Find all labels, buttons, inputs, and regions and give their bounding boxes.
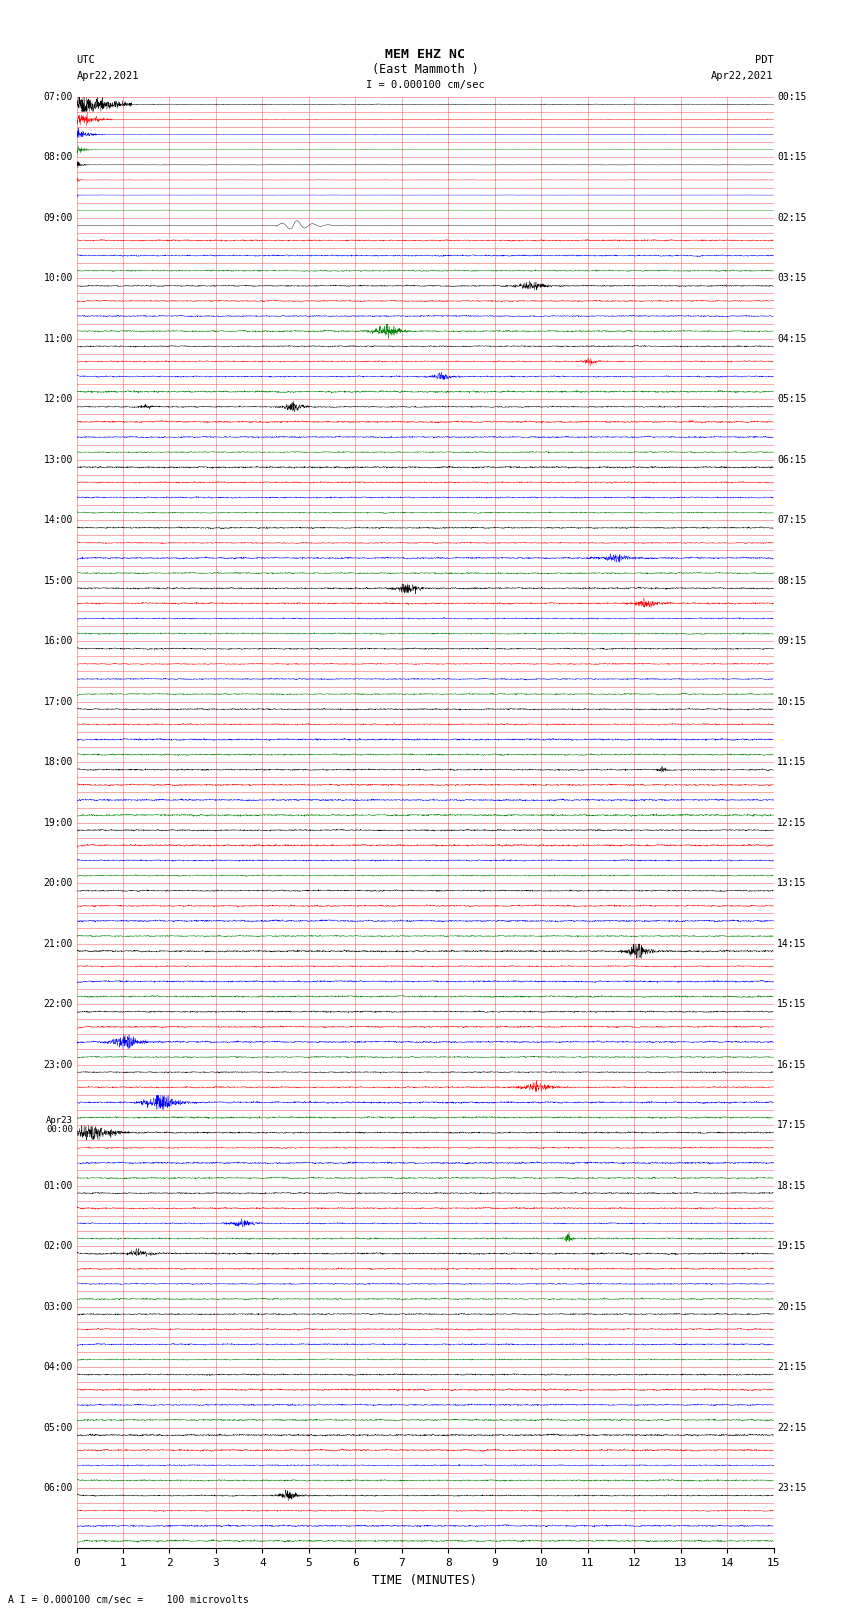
Text: 13:00: 13:00 [43,455,73,465]
Text: Apr23
00:00: Apr23 00:00 [46,1116,73,1134]
Text: 07:15: 07:15 [777,515,807,526]
Text: 04:00: 04:00 [43,1361,73,1373]
Text: Apr22,2021: Apr22,2021 [76,71,139,81]
Text: 12:00: 12:00 [43,394,73,405]
Text: 05:15: 05:15 [777,394,807,405]
Text: 15:15: 15:15 [777,998,807,1010]
Text: MEM EHZ NC: MEM EHZ NC [385,48,465,61]
Text: 06:00: 06:00 [43,1482,73,1494]
Text: UTC: UTC [76,55,95,65]
Text: 20:15: 20:15 [777,1302,807,1311]
Text: 17:15: 17:15 [777,1119,807,1131]
Text: 02:15: 02:15 [777,213,807,223]
Text: 10:00: 10:00 [43,273,73,284]
Text: Apr22,2021: Apr22,2021 [711,71,774,81]
Text: 15:00: 15:00 [43,576,73,586]
Text: 02:00: 02:00 [43,1240,73,1252]
Text: PDT: PDT [755,55,774,65]
Text: 14:15: 14:15 [777,939,807,948]
Text: 08:00: 08:00 [43,152,73,163]
Text: 19:15: 19:15 [777,1240,807,1252]
Text: 05:00: 05:00 [43,1423,73,1432]
Text: 22:00: 22:00 [43,998,73,1010]
Text: 09:15: 09:15 [777,636,807,647]
Text: 18:00: 18:00 [43,756,73,768]
Text: 21:00: 21:00 [43,939,73,948]
Text: 13:15: 13:15 [777,877,807,889]
Text: 23:00: 23:00 [43,1060,73,1069]
Text: 17:00: 17:00 [43,697,73,706]
Text: 16:15: 16:15 [777,1060,807,1069]
Text: 08:15: 08:15 [777,576,807,586]
Text: 12:15: 12:15 [777,818,807,827]
Text: 03:15: 03:15 [777,273,807,284]
Text: 11:15: 11:15 [777,756,807,768]
Text: 03:00: 03:00 [43,1302,73,1311]
X-axis label: TIME (MINUTES): TIME (MINUTES) [372,1574,478,1587]
Text: 04:15: 04:15 [777,334,807,344]
Text: 18:15: 18:15 [777,1181,807,1190]
Text: 00:15: 00:15 [777,92,807,102]
Text: 16:00: 16:00 [43,636,73,647]
Text: I = 0.000100 cm/sec: I = 0.000100 cm/sec [366,81,484,90]
Text: 07:00: 07:00 [43,92,73,102]
Text: (East Mammoth ): (East Mammoth ) [371,63,479,76]
Text: 22:15: 22:15 [777,1423,807,1432]
Text: 10:15: 10:15 [777,697,807,706]
Text: 23:15: 23:15 [777,1482,807,1494]
Text: 09:00: 09:00 [43,213,73,223]
Text: 01:00: 01:00 [43,1181,73,1190]
Text: 06:15: 06:15 [777,455,807,465]
Text: 01:15: 01:15 [777,152,807,163]
Text: 21:15: 21:15 [777,1361,807,1373]
Text: 14:00: 14:00 [43,515,73,526]
Text: 19:00: 19:00 [43,818,73,827]
Text: A I = 0.000100 cm/sec =    100 microvolts: A I = 0.000100 cm/sec = 100 microvolts [8,1595,249,1605]
Text: 11:00: 11:00 [43,334,73,344]
Text: 20:00: 20:00 [43,877,73,889]
